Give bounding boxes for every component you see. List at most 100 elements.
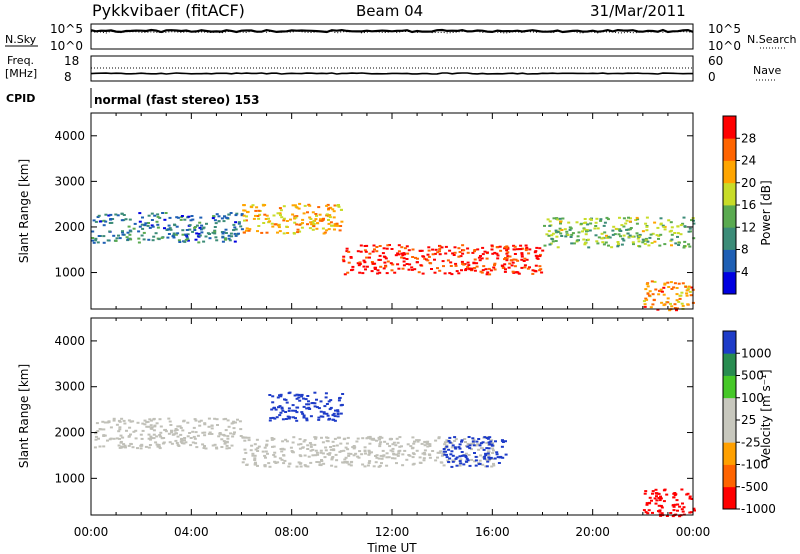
echo-cell [411, 456, 415, 459]
echo-cell [390, 269, 394, 272]
echo-cell [224, 228, 228, 231]
echo-cell [319, 400, 323, 403]
echo-cell [358, 450, 362, 453]
echo-cell [343, 273, 347, 276]
echo-cell [129, 238, 133, 241]
echo-cell [96, 241, 100, 244]
echo-cell [120, 219, 124, 222]
echo-cell [341, 393, 345, 395]
echo-cell [319, 415, 323, 418]
echo-cell [351, 446, 355, 449]
echo-cell [234, 421, 237, 424]
echo-cell [308, 216, 312, 219]
echo-cell [443, 453, 447, 456]
echo-cell [108, 230, 112, 233]
echo-cell [207, 425, 211, 428]
echo-cell [309, 461, 313, 464]
echo-cell [678, 515, 682, 518]
echo-cell [681, 502, 684, 505]
echo-cell [488, 443, 492, 446]
echo-cell [118, 426, 122, 429]
echo-cell [298, 447, 302, 450]
echo-cell [466, 247, 470, 250]
echo-cell [451, 454, 455, 457]
echo-cell [346, 448, 350, 451]
echo-cell [423, 453, 427, 456]
echo-cell [280, 458, 284, 461]
echo-cell [643, 303, 647, 306]
echo-cell [625, 228, 629, 231]
echo-cell [92, 219, 96, 222]
echo-cell [548, 243, 552, 246]
echo-cell [644, 297, 648, 300]
echo-cell [198, 420, 201, 423]
echo-cell [508, 255, 512, 258]
echo-cell [301, 412, 305, 415]
echo-cell [280, 216, 284, 219]
echo-cell [204, 235, 208, 238]
echo-cell [303, 204, 307, 207]
echo-cell [134, 437, 138, 440]
echo-cell [368, 435, 372, 438]
echo-cell [307, 403, 311, 406]
echo-cell [652, 299, 656, 302]
echo-cell [534, 254, 538, 257]
echo-cell [368, 442, 372, 445]
echo-cell [179, 218, 183, 221]
echo-cell [251, 204, 255, 207]
echo-cell [442, 464, 446, 467]
echo-cell [98, 445, 102, 448]
echo-cell [427, 453, 431, 456]
echo-cell [389, 262, 393, 265]
echo-cell [328, 216, 332, 219]
echo-cell [378, 464, 382, 467]
echo-cell [622, 234, 626, 237]
echo-cell [147, 214, 151, 217]
echo-cell [501, 265, 505, 268]
echo-cell [554, 229, 558, 232]
colorbar-tick-label: -100 [741, 458, 768, 472]
colorbar-tick-label: 16 [741, 198, 756, 212]
echo-cell [401, 453, 405, 456]
echo-cell [215, 447, 219, 450]
echo-cell [445, 439, 449, 442]
echo-cell [177, 239, 181, 242]
echo-cell [657, 237, 660, 240]
echo-cell [180, 215, 184, 217]
echo-cell [287, 465, 291, 468]
echo-cell [152, 235, 156, 238]
echo-cell [140, 443, 144, 446]
echo-cell [637, 240, 641, 243]
echo-cell [650, 280, 654, 283]
echo-cell [420, 249, 424, 252]
echo-cell [520, 255, 524, 258]
echo-cell [203, 422, 207, 425]
echo-cell [94, 239, 98, 242]
echo-cell [254, 448, 258, 451]
echo-cell [475, 440, 479, 443]
echo-cell [601, 237, 605, 240]
echo-cell [286, 232, 290, 234]
echo-cell [543, 224, 546, 227]
echo-cell [197, 232, 201, 235]
echo-cell [681, 282, 685, 285]
echo-cell [471, 440, 475, 443]
echo-cell [646, 292, 650, 295]
echo-cell [159, 431, 163, 434]
echo-cell [659, 222, 663, 225]
echo-cell [448, 441, 452, 444]
echo-cell [503, 258, 506, 261]
echo-cell [538, 255, 542, 258]
echo-cell [680, 488, 684, 491]
echo-cell [324, 446, 328, 449]
echo-cell [363, 449, 367, 452]
echo-cell [523, 257, 527, 260]
echo-cell [201, 431, 205, 434]
echo-cell [276, 231, 279, 234]
echo-cell [263, 465, 267, 468]
colorbar-tick-label: 4 [741, 265, 749, 279]
colorbar-segment [723, 249, 736, 273]
echo-cell [379, 265, 383, 268]
echo-cell [295, 411, 299, 414]
echo-cell [149, 435, 153, 438]
